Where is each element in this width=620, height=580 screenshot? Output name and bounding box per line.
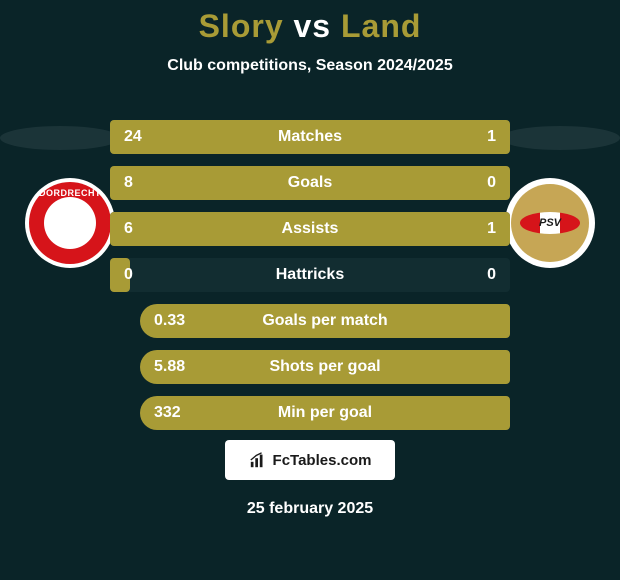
branding-text: FcTables.com — [273, 452, 372, 469]
player2-name: Land — [341, 8, 421, 44]
stat-label: Goals — [110, 174, 510, 192]
stat-row: 332Min per goal — [140, 396, 510, 430]
branding-logo-icon — [249, 451, 267, 469]
stat-label: Goals per match — [140, 312, 510, 330]
team-badge-right: PSV — [505, 178, 595, 268]
stat-row: 8Goals0 — [110, 166, 510, 200]
stat-right-value: 0 — [487, 266, 496, 284]
stats-bars: 24Matches18Goals06Assists10Hattricks00.3… — [110, 120, 510, 442]
stat-label: Assists — [110, 220, 510, 238]
team-badge-left: DORDRECHT — [25, 178, 115, 268]
subtitle: Club competitions, Season 2024/2025 — [0, 57, 620, 75]
stat-right-value: 0 — [487, 174, 496, 192]
badge-inner — [44, 197, 96, 249]
stat-row: 24Matches1 — [110, 120, 510, 154]
badge-text-right: PSV — [505, 217, 595, 229]
shadow-ellipse-right — [500, 126, 620, 150]
stat-label: Min per goal — [140, 404, 510, 422]
date-text: 25 february 2025 — [0, 500, 620, 518]
stat-row: 5.88Shots per goal — [140, 350, 510, 384]
stat-label: Hattricks — [110, 266, 510, 284]
vs-text: vs — [294, 8, 332, 44]
stat-row: 0.33Goals per match — [140, 304, 510, 338]
stat-row: 6Assists1 — [110, 212, 510, 246]
infographic-container: Slory vs Land Club competitions, Season … — [0, 0, 620, 580]
shadow-ellipse-left — [0, 126, 120, 150]
stat-label: Matches — [110, 128, 510, 146]
comparison-title: Slory vs Land — [0, 0, 620, 45]
stat-right-value: 1 — [487, 128, 496, 146]
branding-box: FcTables.com — [225, 440, 395, 480]
stat-right-value: 1 — [487, 220, 496, 238]
badge-text-left: DORDRECHT — [25, 188, 115, 198]
player1-name: Slory — [199, 8, 284, 44]
stat-label: Shots per goal — [140, 358, 510, 376]
stat-row: 0Hattricks0 — [110, 258, 510, 292]
